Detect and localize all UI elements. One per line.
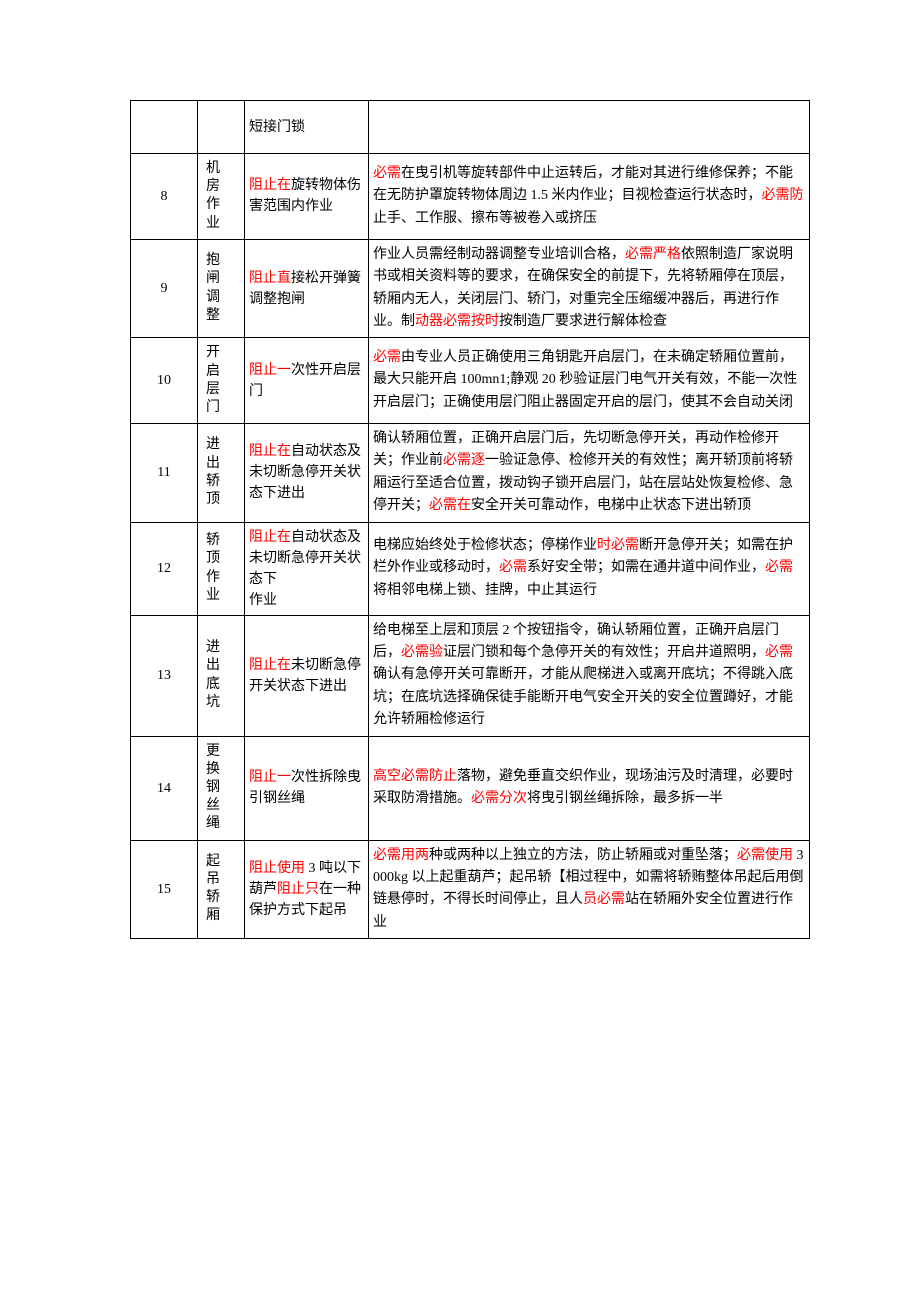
table-row: 14更换钢丝绳阻止一次性拆除曳引钢丝绳高空必需防止落物，避免垂直交织作业，现场油… [131, 736, 810, 840]
prohibition-text: 阻止一次性拆除曳引钢丝绳 [245, 736, 369, 840]
detail-text: 高空必需防止落物，避免垂直交织作业，现场油污及时清理，必要时采取防滑措施。必需分… [369, 736, 810, 840]
task-name: 进出轿顶 [198, 424, 245, 523]
table-row: 11进出轿顶阻止在自动状态及未切断急停开关状态下进出确认轿厢位置，正确开启层门后… [131, 424, 810, 523]
prohibition-text: 阻止在自动状态及未切断急停开关状态下进出 [245, 424, 369, 523]
row-number: 13 [131, 615, 198, 736]
task-name: 抱闸调整 [198, 239, 245, 338]
detail-text: 必需用两种或两种以上独立的方法，防止轿厢或对重坠落；必需使用 3000kg 以上… [369, 840, 810, 939]
task-name: 起吊轿厢 [198, 840, 245, 939]
detail-text: 给电梯至上层和顶层 2 个按钮指令，确认轿厢位置，正确开启层门后，必需验证层门锁… [369, 615, 810, 736]
row-number: 11 [131, 424, 198, 523]
row-number: 14 [131, 736, 198, 840]
table-row: 8机房作业阻止在旋转物体伤害范围内作业必需在曳引机等旋转部件中止运转后，才能对其… [131, 154, 810, 240]
table-row: 9抱闸调整阻止直接松开弹簧调整抱闸作业人员需经制动器调整专业培训合格，必需严格依… [131, 239, 810, 338]
detail-text: 电梯应始终处于检修状态；停梯作业时必需断开急停开关；如需在护栏外作业或移动时，必… [369, 522, 810, 615]
prohibition-text: 阻止直接松开弹簧调整抱闸 [245, 239, 369, 338]
prohibition-text: 阻止使用 3 吨以下葫芦阻止只在一种保护方式下起吊 [245, 840, 369, 939]
detail-text: 确认轿厢位置，正确开启层门后，先切断急停开关，再动作检修开关；作业前必需逐一验证… [369, 424, 810, 523]
table-row: 12轿顶作业阻止在自动状态及未切断急停开关状态下作业电梯应始终处于检修状态；停梯… [131, 522, 810, 615]
detail-text: 必需由专业人员正确使用三角钥匙开启层门，在未确定轿厢位置前，最大只能开启 100… [369, 338, 810, 424]
row-number [131, 101, 198, 154]
prohibition-text: 短接门锁 [245, 101, 369, 154]
row-number: 15 [131, 840, 198, 939]
task-name [198, 101, 245, 154]
detail-text: 必需在曳引机等旋转部件中止运转后，才能对其进行维修保养；不能在无防护罩旋转物体周… [369, 154, 810, 240]
row-number: 8 [131, 154, 198, 240]
detail-text [369, 101, 810, 154]
table-row: 13进出底坑阻止在未切断急停开关状态下进出给电梯至上层和顶层 2 个按钮指令，确… [131, 615, 810, 736]
table-row: 短接门锁 [131, 101, 810, 154]
prohibition-text: 阻止在未切断急停开关状态下进出 [245, 615, 369, 736]
task-name: 进出底坑 [198, 615, 245, 736]
table-row: 15起吊轿厢阻止使用 3 吨以下葫芦阻止只在一种保护方式下起吊必需用两种或两种以… [131, 840, 810, 939]
row-number: 9 [131, 239, 198, 338]
prohibition-text: 阻止一次性开启层门 [245, 338, 369, 424]
task-name: 更换钢丝绳 [198, 736, 245, 840]
detail-text: 作业人员需经制动器调整专业培训合格，必需严格依照制造厂家说明书或相关资料等的要求… [369, 239, 810, 338]
task-name: 轿顶作业 [198, 522, 245, 615]
safety-rules-table: 短接门锁8机房作业阻止在旋转物体伤害范围内作业必需在曳引机等旋转部件中止运转后，… [130, 100, 810, 939]
task-name: 机房作业 [198, 154, 245, 240]
prohibition-text: 阻止在自动状态及未切断急停开关状态下作业 [245, 522, 369, 615]
prohibition-text: 阻止在旋转物体伤害范围内作业 [245, 154, 369, 240]
row-number: 12 [131, 522, 198, 615]
row-number: 10 [131, 338, 198, 424]
task-name: 开启层门 [198, 338, 245, 424]
table-row: 10开启层门阻止一次性开启层门必需由专业人员正确使用三角钥匙开启层门，在未确定轿… [131, 338, 810, 424]
